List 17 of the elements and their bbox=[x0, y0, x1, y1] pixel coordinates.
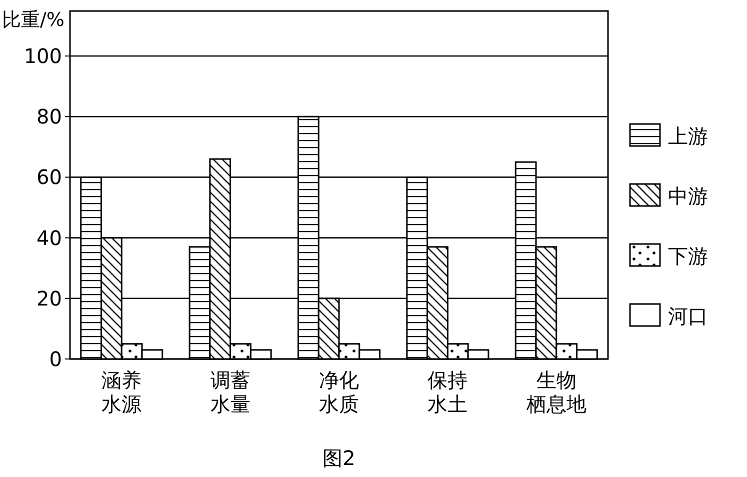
x-tick-label: 净化水质 bbox=[319, 368, 359, 416]
y-tick-label: 60 bbox=[36, 165, 62, 190]
x-tick-label: 调蓄水量 bbox=[210, 368, 250, 416]
y-tick-label: 20 bbox=[36, 286, 62, 310]
y-tick-label: 80 bbox=[36, 104, 62, 129]
text: 图2 bbox=[322, 446, 356, 470]
y-tick-label: 0 bbox=[49, 347, 62, 371]
x-tick-label: 涵养水源 bbox=[102, 368, 142, 416]
y-axis-title: 比重/% bbox=[2, 9, 64, 31]
legend-label: 下游 bbox=[668, 244, 708, 268]
x-tick-label: 保持水土 bbox=[428, 368, 468, 416]
legend-label: 中游 bbox=[668, 184, 708, 208]
legend-label: 河口 bbox=[668, 304, 708, 328]
y-tick-label: 100 bbox=[24, 44, 62, 68]
legend-label: 上游 bbox=[668, 124, 708, 148]
x-tick-label: 生物栖息地 bbox=[525, 368, 586, 416]
y-tick-label: 40 bbox=[36, 226, 62, 250]
